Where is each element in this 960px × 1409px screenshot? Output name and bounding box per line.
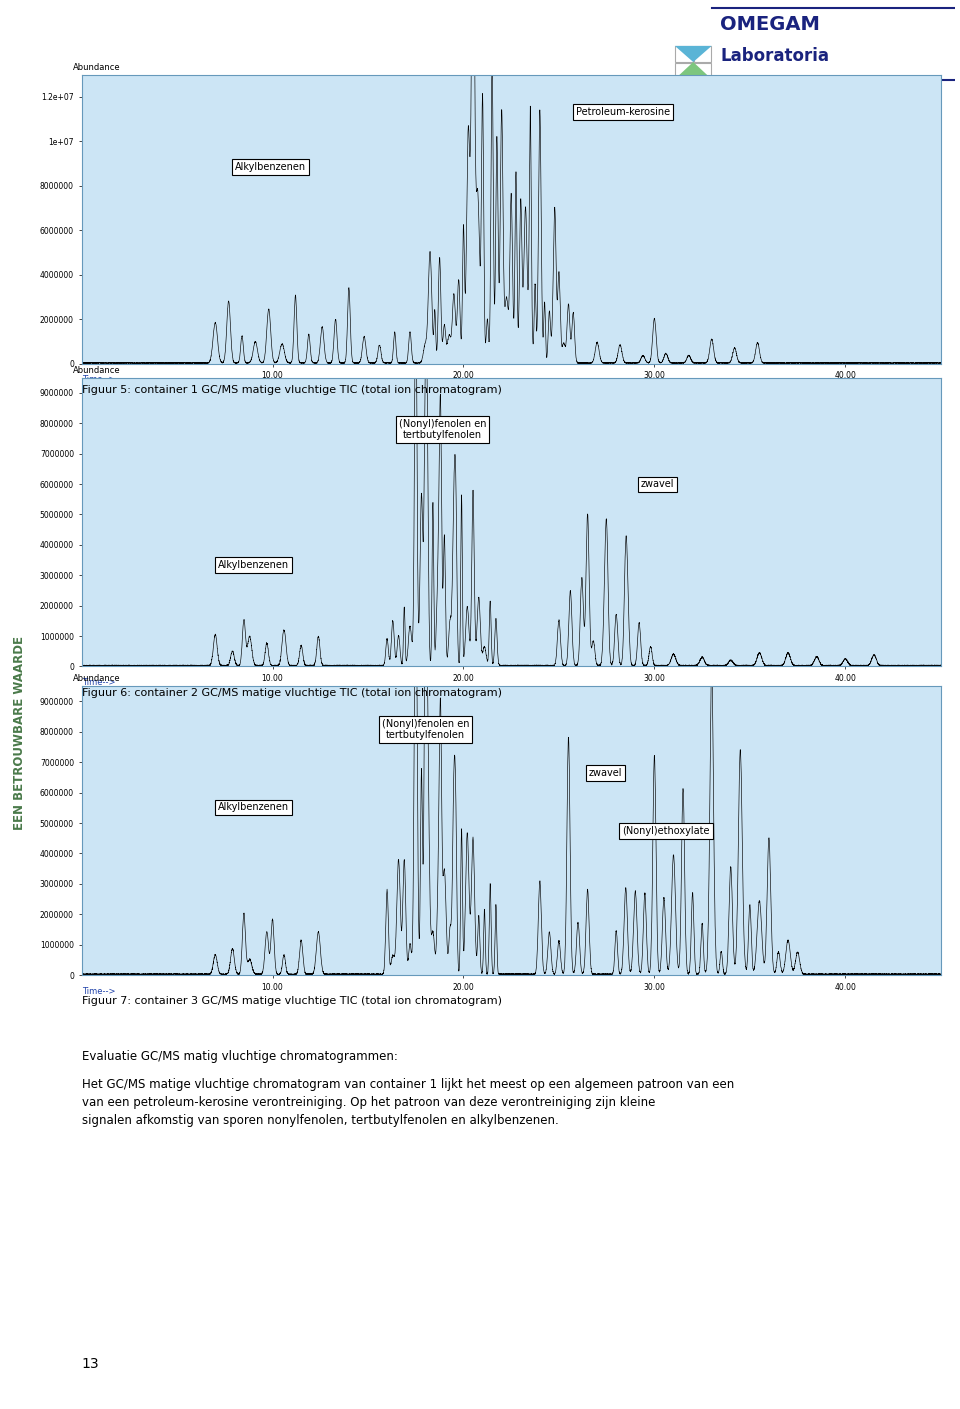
Text: Abundance: Abundance <box>73 63 121 72</box>
Text: Figuur 7: container 3 GC/MS matige vluchtige TIC (total ion chromatogram): Figuur 7: container 3 GC/MS matige vluch… <box>82 996 501 1006</box>
Bar <box>694 46 711 62</box>
Text: 13: 13 <box>82 1357 99 1371</box>
Text: zwavel: zwavel <box>640 479 674 489</box>
Text: Time-->: Time--> <box>82 678 115 688</box>
Text: (Nonyl)ethoxylate: (Nonyl)ethoxylate <box>622 826 709 836</box>
Text: Het GC/MS matige vluchtige chromatogram van container 1 lijkt het meest op een a: Het GC/MS matige vluchtige chromatogram … <box>82 1078 733 1127</box>
Text: Alkylbenzenen: Alkylbenzenen <box>218 803 289 813</box>
Text: zwavel: zwavel <box>589 768 622 778</box>
Bar <box>675 63 692 79</box>
Text: Abundance: Abundance <box>73 366 121 375</box>
Bar <box>675 46 692 62</box>
Text: Figuur 6: container 2 GC/MS matige vluchtige TIC (total ion chromatogram): Figuur 6: container 2 GC/MS matige vluch… <box>82 688 501 697</box>
Text: Time-->: Time--> <box>82 375 115 385</box>
Text: EEN BETROUWBARE WAARDE: EEN BETROUWBARE WAARDE <box>12 635 26 830</box>
Text: Laboratoria: Laboratoria <box>720 46 829 65</box>
Text: (Nonyl)fenolen en
tertbutylfenolen: (Nonyl)fenolen en tertbutylfenolen <box>398 418 486 441</box>
Bar <box>694 63 711 79</box>
Polygon shape <box>675 46 711 62</box>
Polygon shape <box>675 62 711 79</box>
Text: Abundance: Abundance <box>73 675 121 683</box>
Text: Alkylbenzenen: Alkylbenzenen <box>218 561 289 571</box>
Text: Evaluatie GC/MS matig vluchtige chromatogrammen:: Evaluatie GC/MS matig vluchtige chromato… <box>82 1050 397 1062</box>
Text: (Nonyl)fenolen en
tertbutylfenolen: (Nonyl)fenolen en tertbutylfenolen <box>381 719 469 740</box>
Text: Petroleum-kerosine: Petroleum-kerosine <box>576 107 670 117</box>
Text: Time-->: Time--> <box>82 986 115 996</box>
Text: Figuur 5: container 1 GC/MS matige vluchtige TIC (total ion chromatogram): Figuur 5: container 1 GC/MS matige vluch… <box>82 385 501 395</box>
Text: OMEGAM: OMEGAM <box>720 15 820 34</box>
Text: Alkylbenzenen: Alkylbenzenen <box>235 162 306 172</box>
